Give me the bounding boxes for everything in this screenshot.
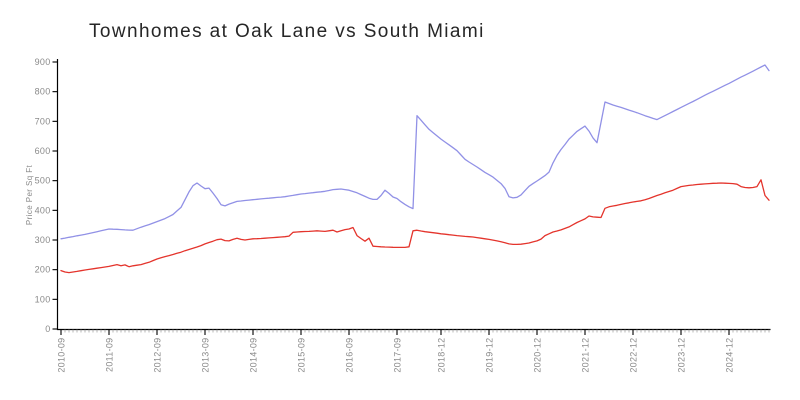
y-tick-label: 200 — [35, 265, 51, 275]
x-tick-label: 2020-12 — [533, 338, 543, 373]
y-tick-label: 500 — [35, 176, 51, 186]
x-tick-label: 2013-09 — [201, 338, 211, 373]
y-tick-label: 600 — [35, 146, 51, 156]
x-tick-label: 2023-12 — [677, 338, 687, 373]
series-red-line — [60, 179, 770, 274]
chart-title: Townhomes at Oak Lane vs South Miami — [89, 21, 485, 42]
y-tick-label: 900 — [35, 57, 51, 67]
y-tick-label: 300 — [35, 235, 51, 245]
y-tick-label: 800 — [35, 87, 51, 97]
x-tick-label: 2015-09 — [297, 338, 307, 373]
x-tick-label: 2018-12 — [437, 338, 447, 373]
y-tick-label: 700 — [35, 116, 51, 126]
y-tick-label: 0 — [45, 324, 50, 334]
x-tick-label: 2022-12 — [629, 338, 639, 373]
x-tick-label: 2011-09 — [105, 338, 115, 372]
series-blue-line — [60, 64, 770, 240]
x-tick-label: 2010-09 — [57, 338, 67, 373]
x-tick-label: 2017-09 — [393, 338, 403, 373]
x-tick-label: 2019-12 — [485, 338, 495, 373]
x-tick-label: 2024-12 — [725, 338, 735, 373]
y-tick-label: 400 — [35, 205, 51, 215]
x-tick-label: 2016-09 — [345, 338, 355, 373]
y-axis-title: Price Per Sq Ft — [25, 164, 34, 226]
x-tick-label: 2021-12 — [581, 338, 591, 373]
x-tick-label: 2012-09 — [153, 338, 163, 373]
x-tick-label: 2014-09 — [249, 338, 259, 373]
y-tick-label: 100 — [35, 294, 51, 304]
